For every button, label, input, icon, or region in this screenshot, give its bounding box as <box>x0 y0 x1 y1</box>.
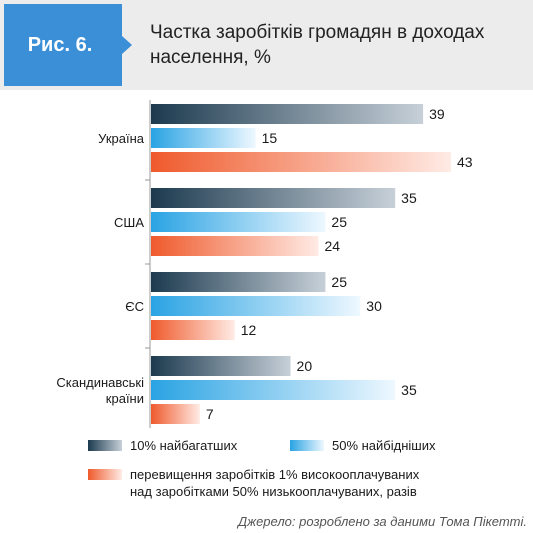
data-label: 24 <box>324 238 340 254</box>
bar <box>151 236 319 256</box>
category-label: країни <box>106 391 144 406</box>
bar <box>151 104 424 124</box>
data-label: 35 <box>401 382 417 398</box>
data-label: 7 <box>206 406 214 422</box>
legend-label: 10% найбагатших <box>130 438 238 453</box>
bar <box>151 296 361 316</box>
bar <box>151 152 451 172</box>
category-label: Скандинавські <box>56 375 144 390</box>
data-label: 35 <box>401 190 417 206</box>
bar-chart: Україна 39 15 43 США 35 25 24 ЄС 25 30 12 Скандинавс… <box>56 100 473 499</box>
bar <box>151 320 235 340</box>
category-label: Україна <box>98 131 145 146</box>
chart-title: Частка заробітків громадян в доходах нас… <box>150 22 485 68</box>
legend-label: перевищення заробітків 1% високооплачува… <box>130 467 420 482</box>
figure-number-badge: Рис. 6. <box>4 4 122 86</box>
source-note: Джерело: розроблено за даними Тома Пікет… <box>237 514 527 529</box>
legend-swatch <box>88 440 122 451</box>
legend-label: над заробітками 50% низькооплачуваних, р… <box>130 484 417 499</box>
bar <box>151 404 200 424</box>
legend-swatch <box>290 440 324 451</box>
bar <box>151 272 326 292</box>
data-label: 39 <box>429 106 445 122</box>
data-label: 15 <box>262 130 278 146</box>
bar <box>151 188 396 208</box>
data-label: 25 <box>331 214 347 230</box>
bar <box>151 356 291 376</box>
bar <box>151 212 326 232</box>
data-label: 12 <box>241 322 257 338</box>
bar <box>151 380 396 400</box>
data-label: 25 <box>331 274 347 290</box>
bar <box>151 128 256 148</box>
legend-label: 50% найбідніших <box>332 438 436 453</box>
data-label: 30 <box>366 298 382 314</box>
category-label: США <box>114 215 144 230</box>
badge-arrow-icon <box>122 36 132 54</box>
category-label: ЄС <box>125 299 144 314</box>
data-label: 43 <box>457 154 473 170</box>
data-label: 20 <box>297 358 313 374</box>
legend-swatch <box>88 469 122 480</box>
